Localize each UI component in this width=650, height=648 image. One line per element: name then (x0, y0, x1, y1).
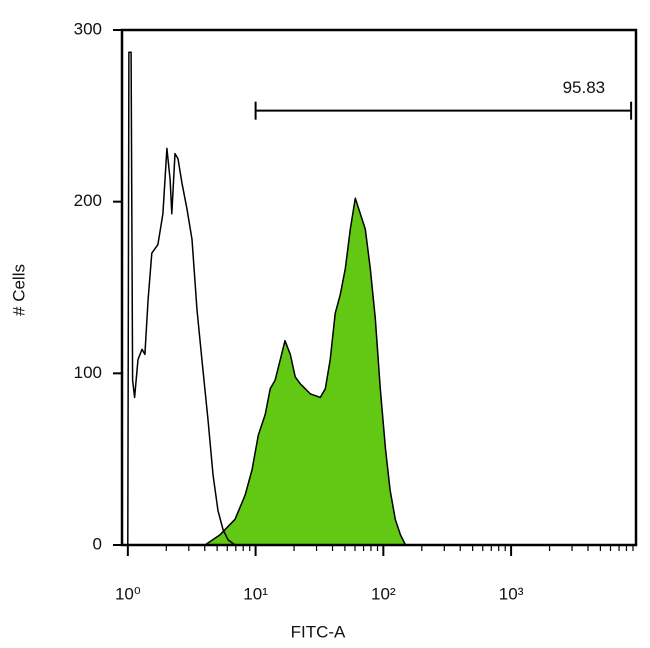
gate-label: 95.83 (563, 78, 606, 97)
x-tick-label: 10¹ (243, 584, 268, 603)
y-tick-label: 100 (74, 363, 102, 382)
y-tick-label: 200 (74, 191, 102, 210)
y-tick-label: 0 (93, 534, 102, 553)
plot-area (127, 51, 407, 545)
y-axis-label: # Cells (9, 264, 28, 316)
plot-frame (120, 28, 638, 547)
filled-histogram (204, 197, 407, 545)
outline-histogram (127, 51, 236, 545)
y-tick-label: 300 (74, 19, 102, 38)
x-tick-label: 10⁰ (115, 584, 141, 603)
x-tick-label: 10³ (499, 584, 524, 603)
x-tick-label: 10² (371, 584, 396, 603)
x-axis-label: FITC-A (291, 622, 346, 641)
